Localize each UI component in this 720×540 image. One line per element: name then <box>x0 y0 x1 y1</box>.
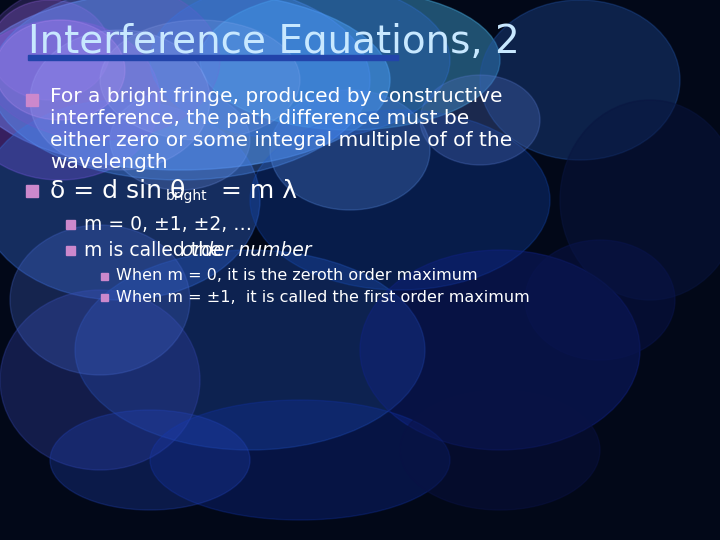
Text: order number: order number <box>182 240 312 260</box>
Bar <box>101 273 107 280</box>
Ellipse shape <box>75 250 425 450</box>
Text: wavelength: wavelength <box>50 153 168 172</box>
Ellipse shape <box>480 0 680 160</box>
Text: δ = d sin θ: δ = d sin θ <box>50 179 185 203</box>
Bar <box>26 185 38 197</box>
Ellipse shape <box>400 390 600 510</box>
Ellipse shape <box>270 90 430 210</box>
Ellipse shape <box>150 0 450 140</box>
Ellipse shape <box>0 20 160 180</box>
Ellipse shape <box>250 110 550 290</box>
Text: m is called the: m is called the <box>84 240 228 260</box>
Ellipse shape <box>150 400 450 520</box>
Text: m = 0, ±1, ±2, …: m = 0, ±1, ±2, … <box>84 214 252 233</box>
Ellipse shape <box>0 0 220 140</box>
Ellipse shape <box>0 100 260 300</box>
Bar <box>66 246 74 254</box>
Ellipse shape <box>100 20 300 140</box>
Text: bright: bright <box>166 189 207 203</box>
Ellipse shape <box>560 100 720 300</box>
Ellipse shape <box>360 250 640 450</box>
Ellipse shape <box>110 90 250 190</box>
Text: either zero or some integral multiple of of the: either zero or some integral multiple of… <box>50 132 512 151</box>
Ellipse shape <box>50 410 250 510</box>
Text: = m λ: = m λ <box>213 179 297 203</box>
Text: interference, the path difference must be: interference, the path difference must b… <box>50 110 469 129</box>
Bar <box>66 219 74 228</box>
Bar <box>26 94 38 106</box>
Ellipse shape <box>0 0 390 170</box>
Text: Interference Equations, 2: Interference Equations, 2 <box>28 23 520 61</box>
Text: When m = ±1,  it is called the first order maximum: When m = ±1, it is called the first orde… <box>116 289 530 305</box>
Ellipse shape <box>10 225 190 375</box>
Ellipse shape <box>0 0 110 100</box>
Ellipse shape <box>420 75 540 165</box>
Ellipse shape <box>200 0 500 130</box>
Ellipse shape <box>0 290 200 470</box>
Bar <box>101 294 107 300</box>
Text: When m = 0, it is the zeroth order maximum: When m = 0, it is the zeroth order maxim… <box>116 268 477 284</box>
Ellipse shape <box>0 0 370 180</box>
Ellipse shape <box>0 20 125 120</box>
Text: For a bright fringe, produced by constructive: For a bright fringe, produced by constru… <box>50 87 503 106</box>
Ellipse shape <box>525 240 675 360</box>
Bar <box>28 55 398 60</box>
Ellipse shape <box>30 30 210 170</box>
